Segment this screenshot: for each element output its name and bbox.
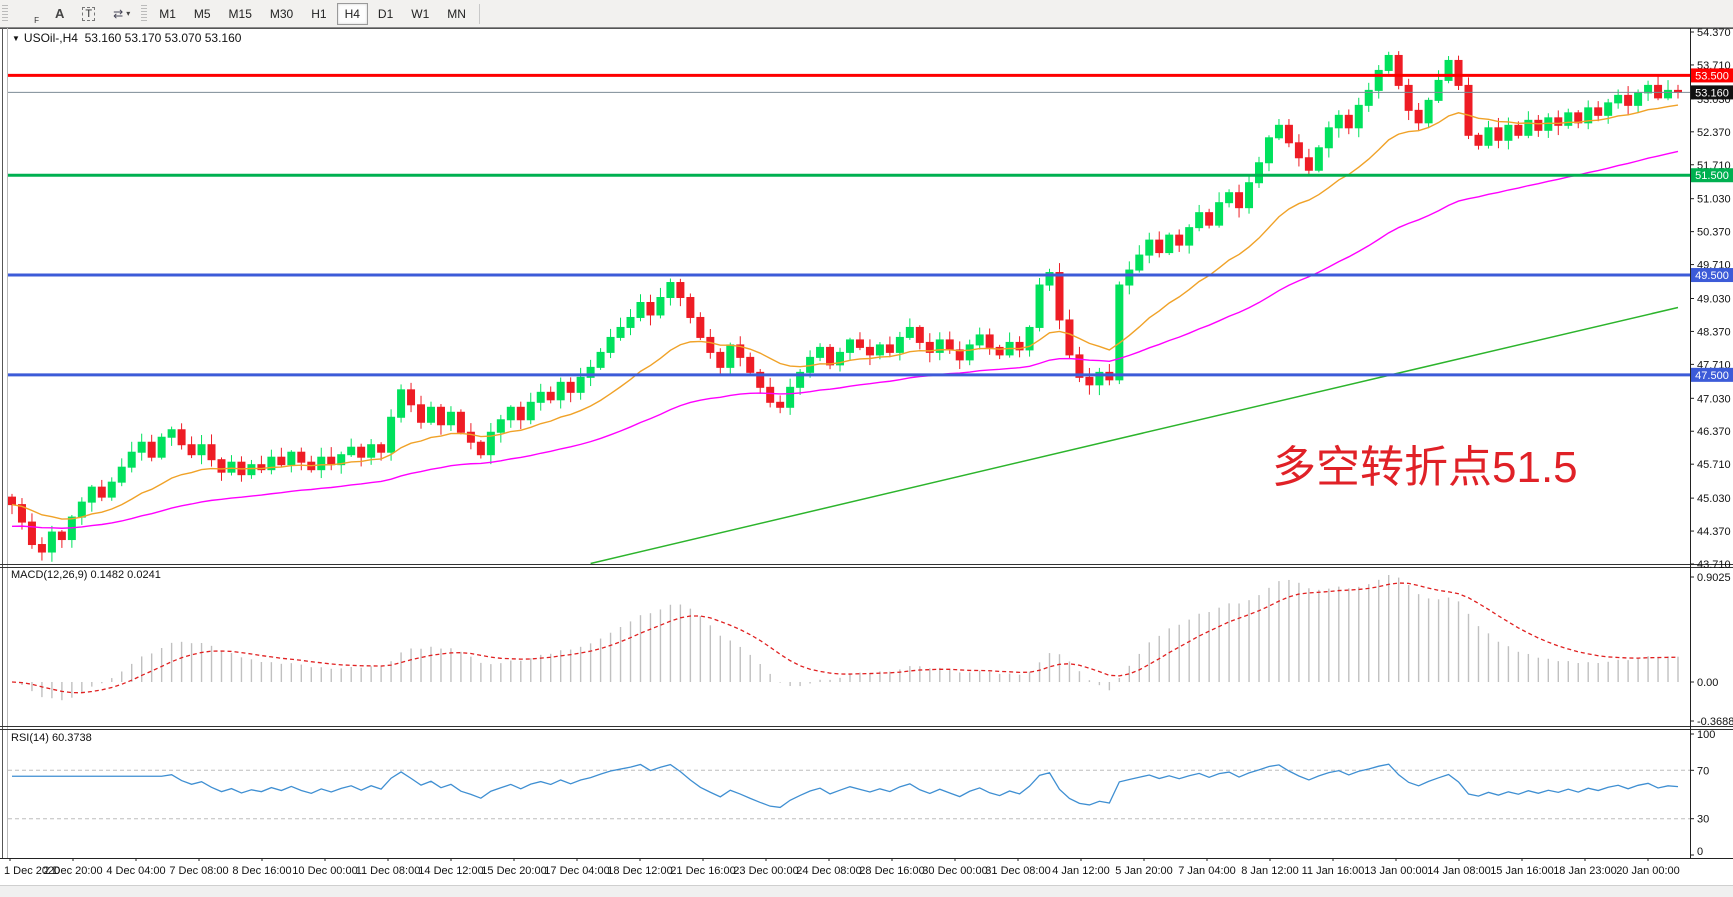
timeframe-button-h4[interactable]: H4 xyxy=(336,2,368,25)
svg-text:18 Dec 12:00: 18 Dec 12:00 xyxy=(607,865,672,877)
svg-text:2 Dec 20:00: 2 Dec 20:00 xyxy=(43,865,102,877)
timeframe-button-w1[interactable]: W1 xyxy=(403,3,437,25)
svg-text:8 Jan 12:00: 8 Jan 12:00 xyxy=(1241,865,1299,877)
svg-text:0.00: 0.00 xyxy=(1697,677,1718,689)
dotted-grid-f-icon: F xyxy=(34,15,39,25)
svg-text:10 Dec 00:00: 10 Dec 00:00 xyxy=(292,865,357,877)
label-tool-button[interactable]: A xyxy=(47,3,72,25)
svg-text:7 Jan 04:00: 7 Jan 04:00 xyxy=(1178,865,1236,877)
chart-title: ▼ USOil-,H4 53.160 53.170 53.070 53.160 xyxy=(12,31,241,45)
boxed-t-icon: T xyxy=(82,6,96,21)
svg-text:4 Jan 12:00: 4 Jan 12:00 xyxy=(1052,865,1110,877)
chart-text-annotation[interactable]: 多空转折点51.5 xyxy=(1272,443,1578,492)
svg-text:18 Jan 23:00: 18 Jan 23:00 xyxy=(1553,865,1617,877)
arrows-icon: ⇄ xyxy=(113,6,124,21)
timeframe-button-m15[interactable]: M15 xyxy=(221,3,260,25)
svg-text:47.030: 47.030 xyxy=(1697,393,1731,405)
horizontal-lines-layer[interactable] xyxy=(8,73,1690,377)
timeframe-button-m30[interactable]: M30 xyxy=(262,3,301,25)
candles-layer[interactable] xyxy=(8,51,1682,562)
svg-text:45.710: 45.710 xyxy=(1697,459,1731,471)
svg-text:47.500: 47.500 xyxy=(1695,370,1729,382)
rsi-axis[interactable]: 100 70 30 0 xyxy=(1690,729,1715,858)
svg-text:51.500: 51.500 xyxy=(1695,170,1729,182)
ohlc-values: 53.160 53.170 53.070 53.160 xyxy=(84,31,242,45)
svg-text:49.030: 49.030 xyxy=(1697,293,1731,305)
svg-text:0.9025: 0.9025 xyxy=(1697,572,1731,584)
svg-text:43.710: 43.710 xyxy=(1697,559,1731,571)
moving-averages-layer xyxy=(11,104,1679,565)
svg-text:50.370: 50.370 xyxy=(1697,227,1731,239)
svg-text:24 Dec 08:00: 24 Dec 08:00 xyxy=(796,865,861,877)
chart-window-border xyxy=(0,28,1733,897)
svg-text:21 Dec 16:00: 21 Dec 16:00 xyxy=(670,865,735,877)
svg-text:53.500: 53.500 xyxy=(1695,70,1729,82)
text-tool-button[interactable]: T xyxy=(74,3,103,25)
symbol-timeframe-label: USOil-,H4 xyxy=(23,31,78,45)
freehand-tool-button[interactable]: F xyxy=(12,3,45,25)
svg-text:53.160: 53.160 xyxy=(1695,87,1729,99)
letter-a-icon: A xyxy=(55,6,65,21)
svg-text:-0.3688: -0.3688 xyxy=(1697,716,1733,728)
svg-text:15 Jan 16:00: 15 Jan 16:00 xyxy=(1490,865,1554,877)
svg-text:48.370: 48.370 xyxy=(1697,326,1731,338)
svg-text:13 Jan 00:00: 13 Jan 00:00 xyxy=(1364,865,1428,877)
svg-text:51.030: 51.030 xyxy=(1697,194,1731,206)
svg-text:14 Dec 12:00: 14 Dec 12:00 xyxy=(418,865,483,877)
svg-text:31 Dec 08:00: 31 Dec 08:00 xyxy=(985,865,1050,877)
svg-text:100: 100 xyxy=(1697,729,1715,741)
price-badges: 53.500 51.500 49.500 47.500 53.160 xyxy=(1691,68,1733,382)
svg-text:0: 0 xyxy=(1697,846,1703,858)
svg-text:7 Dec 08:00: 7 Dec 08:00 xyxy=(169,865,228,877)
svg-text:49.500: 49.500 xyxy=(1695,270,1729,282)
svg-text:45.030: 45.030 xyxy=(1697,493,1731,505)
timeframe-button-d1[interactable]: D1 xyxy=(370,3,401,25)
chevron-down-icon: ▾ xyxy=(126,9,131,18)
rsi-indicator-label: RSI(14) 60.3738 xyxy=(11,732,92,744)
toolbar-separator xyxy=(478,3,480,24)
svg-text:30: 30 xyxy=(1697,814,1709,826)
svg-text:17 Dec 04:00: 17 Dec 04:00 xyxy=(544,865,609,877)
svg-text:46.370: 46.370 xyxy=(1697,426,1731,438)
svg-text:23 Dec 00:00: 23 Dec 00:00 xyxy=(733,865,798,877)
svg-text:11 Dec 08:00: 11 Dec 08:00 xyxy=(356,865,421,877)
svg-text:14 Jan 08:00: 14 Jan 08:00 xyxy=(1427,865,1491,877)
svg-text:15 Dec 20:00: 15 Dec 20:00 xyxy=(481,865,546,877)
svg-text:30 Dec 00:00: 30 Dec 00:00 xyxy=(922,865,987,877)
macd-pane[interactable] xyxy=(11,575,1679,701)
svg-text:20 Jan 00:00: 20 Jan 00:00 xyxy=(1616,865,1680,877)
svg-text:4 Dec 04:00: 4 Dec 04:00 xyxy=(106,865,165,877)
svg-text:70: 70 xyxy=(1697,765,1709,777)
toolbar-grip[interactable] xyxy=(141,4,148,23)
macd-indicator-label: MACD(12,26,9) 0.1482 0.0241 xyxy=(11,569,161,581)
rsi-pane[interactable] xyxy=(8,763,1690,820)
triangle-down-icon: ▼ xyxy=(12,34,20,43)
svg-text:1 Dec 2020: 1 Dec 2020 xyxy=(4,865,60,877)
svg-text:11 Jan 16:00: 11 Jan 16:00 xyxy=(1302,865,1365,877)
svg-text:8 Dec 16:00: 8 Dec 16:00 xyxy=(232,865,291,877)
timeframe-button-m1[interactable]: M1 xyxy=(151,3,184,25)
timeframe-button-m5[interactable]: M5 xyxy=(186,3,219,25)
timeframe-button-group: M1 M5 M15 M30 H1 H4 D1 W1 MN xyxy=(150,2,475,25)
arrow-objects-tool-button[interactable]: ⇄ ▾ xyxy=(105,3,138,25)
macd-axis[interactable]: 0.9025 0.00 -0.3688 xyxy=(1690,572,1733,728)
timeframe-button-mn[interactable]: MN xyxy=(439,3,474,25)
timeframe-button-h1[interactable]: H1 xyxy=(303,3,334,25)
svg-text:52.370: 52.370 xyxy=(1697,127,1731,139)
svg-text:5 Jan 20:00: 5 Jan 20:00 xyxy=(1115,865,1173,877)
svg-text:54.370: 54.370 xyxy=(1697,27,1731,39)
toolbar: F A T ⇄ ▾ M1 M5 M15 M30 H1 H4 D1 W1 MN xyxy=(0,0,1733,28)
svg-text:28 Dec 16:00: 28 Dec 16:00 xyxy=(859,865,924,877)
svg-text:44.370: 44.370 xyxy=(1697,526,1731,538)
toolbar-grip[interactable] xyxy=(2,4,8,23)
